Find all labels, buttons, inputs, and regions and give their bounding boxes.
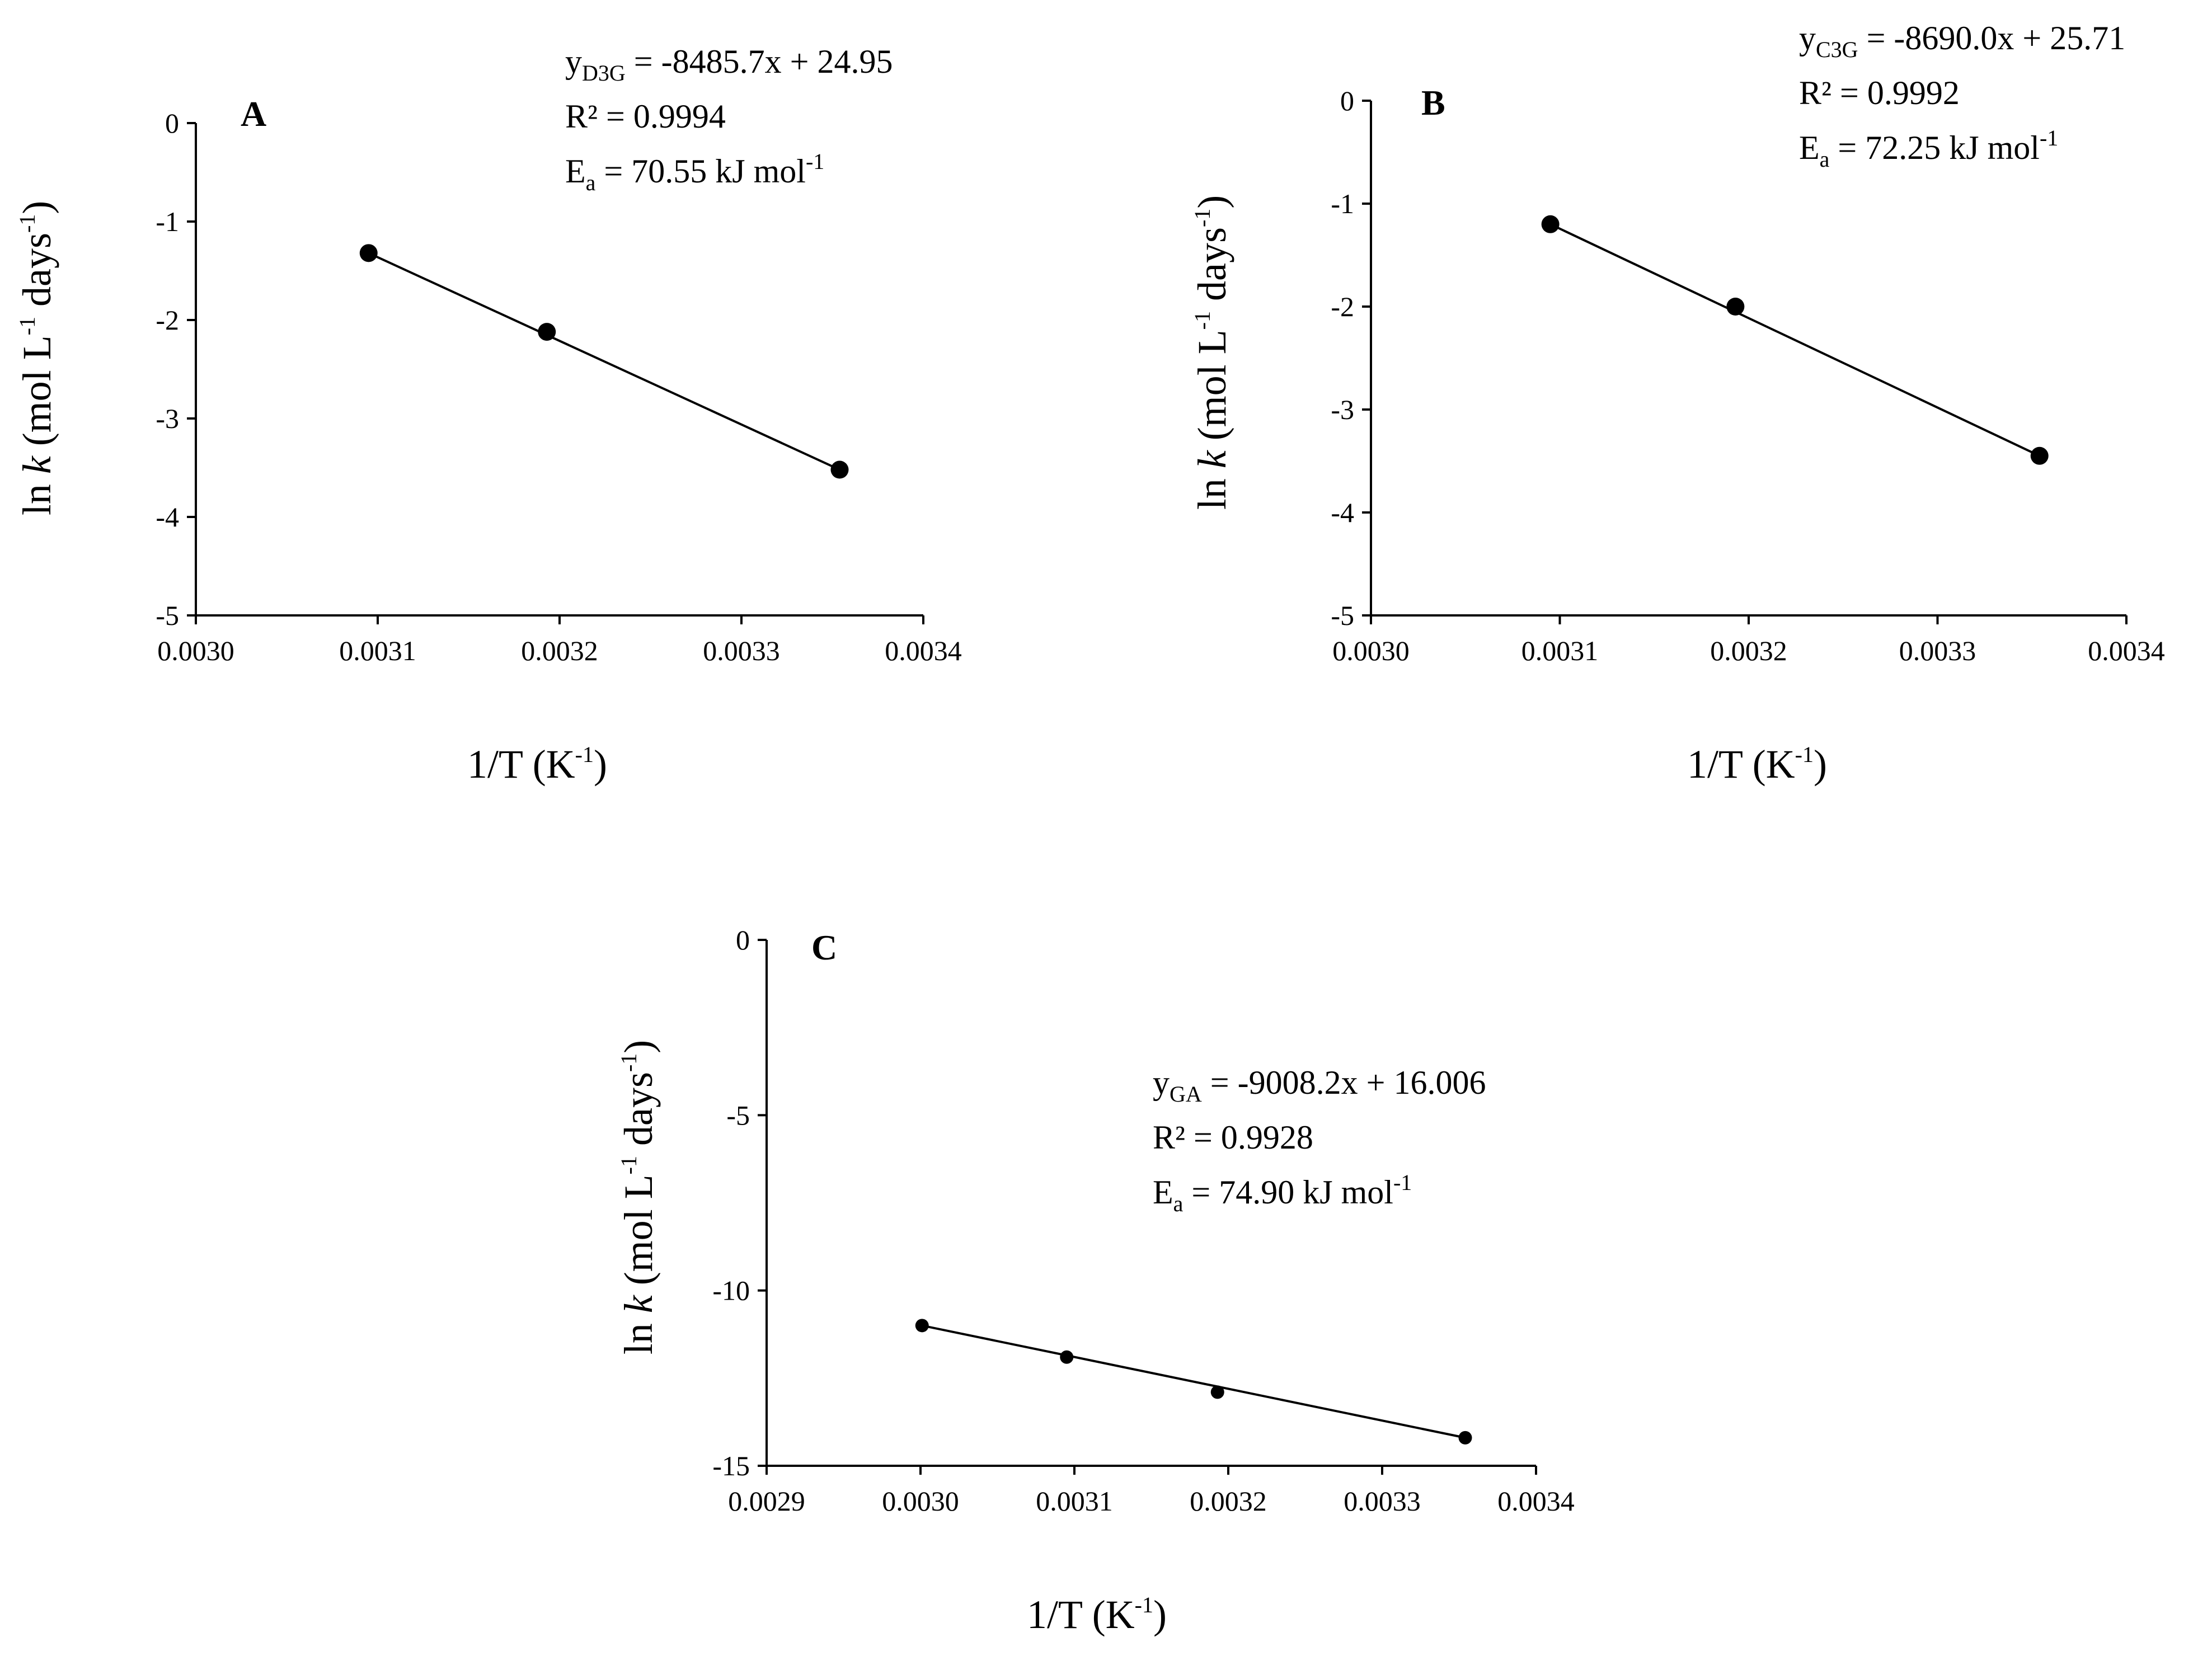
y-axis-title: ln k (mol L-1 days-1) — [616, 1040, 661, 1355]
y-tick-label: -2 — [156, 304, 179, 336]
x-tick-label: 0.0032 — [1710, 635, 1787, 666]
x-tick-label: 0.0030 — [1332, 635, 1410, 666]
y-tick-label: -10 — [712, 1275, 750, 1306]
x-axis-title: 1/T (K-1) — [1027, 1592, 1167, 1637]
y-tick-label: -3 — [1331, 394, 1354, 425]
activation-energy: Ea = 74.90 kJ mol-1 — [1153, 1170, 1412, 1216]
y-axis-title: ln k (mol L-1 days-1) — [15, 201, 59, 516]
y-tick-label: -4 — [1331, 497, 1354, 528]
x-tick-label: 0.0033 — [1344, 1485, 1421, 1517]
y-tick-label: -3 — [156, 403, 179, 434]
y-tick-label: -1 — [156, 206, 179, 237]
y-tick-label: 0 — [1340, 85, 1354, 116]
data-point — [830, 460, 849, 479]
data-point — [1726, 298, 1745, 316]
x-tick-label: 0.0030 — [157, 635, 234, 666]
data-point — [1541, 215, 1560, 233]
regression-equation: yD3G = -8485.7x + 24.95 — [565, 43, 893, 86]
x-axis-title: 1/T (K-1) — [467, 742, 607, 787]
panel-c: 0.0029 0.0030 0.0031 0.0032 0.0033 0.0034 0 -5 -… — [616, 924, 1575, 1637]
y-axis-title: ln k (mol L-1 days-1) — [1190, 195, 1234, 510]
data-point — [359, 244, 378, 262]
x-tick-label: 0.0033 — [703, 635, 780, 666]
data-point — [915, 1319, 929, 1333]
y-tick-label: -2 — [1331, 291, 1354, 322]
x-axis-title: 1/T (K-1) — [1687, 742, 1827, 787]
panel-letter: C — [811, 928, 837, 967]
data-point — [1060, 1350, 1074, 1364]
x-tick-label: 0.0032 — [1190, 1485, 1267, 1517]
regression-equation: yGA = -9008.2x + 16.006 — [1153, 1064, 1486, 1107]
x-tick-label: 0.0034 — [2088, 635, 2165, 666]
data-point — [1210, 1385, 1224, 1399]
x-tick-label: 0.0031 — [339, 635, 416, 666]
regression-equation: yC3G = -8690.0x + 25.71 — [1799, 20, 2125, 62]
x-tick-label: 0.0031 — [1036, 1485, 1113, 1517]
regression-line — [1549, 223, 2040, 457]
data-point — [2030, 446, 2049, 465]
panel-b: 0.0030 0.0031 0.0032 0.0033 0.0034 0 -1 -2 -3 -4 -… — [1190, 20, 2165, 787]
y-tick-label: 0 — [736, 924, 750, 956]
activation-energy: Ea = 72.25 kJ mol-1 — [1799, 125, 2058, 172]
x-tick-label: 0.0034 — [885, 635, 962, 666]
activation-energy: Ea = 70.55 kJ mol-1 — [565, 149, 824, 195]
y-tick-label: 0 — [165, 107, 179, 139]
y-tick-label: -5 — [156, 600, 179, 631]
x-tick-label: 0.0033 — [1899, 635, 1976, 666]
panel-letter: A — [241, 94, 266, 134]
y-tick-label: -5 — [726, 1099, 750, 1131]
x-tick-label: 0.0029 — [728, 1485, 805, 1517]
regression-line — [368, 252, 840, 471]
data-point — [538, 323, 556, 341]
x-tick-label: 0.0030 — [882, 1485, 959, 1517]
r-squared: R² = 0.9928 — [1153, 1119, 1313, 1156]
y-tick-label: -5 — [1331, 600, 1354, 631]
y-tick-label: -4 — [156, 501, 179, 533]
r-squared: R² = 0.9992 — [1799, 74, 1960, 111]
panel-letter: B — [1421, 83, 1445, 123]
data-point — [1458, 1431, 1472, 1445]
y-tick-label: -1 — [1331, 188, 1354, 219]
panel-a: 0.0030 0.0031 0.0032 0.0033 0.0034 0 -1 -2 -3 -4 -… — [15, 43, 962, 787]
x-tick-label: 0.0031 — [1521, 635, 1599, 666]
x-tick-label: 0.0034 — [1497, 1485, 1575, 1517]
x-tick-label: 0.0032 — [521, 635, 598, 666]
y-tick-label: -15 — [712, 1450, 750, 1481]
regression-line — [922, 1324, 1466, 1439]
r-squared: R² = 0.9994 — [565, 98, 726, 135]
